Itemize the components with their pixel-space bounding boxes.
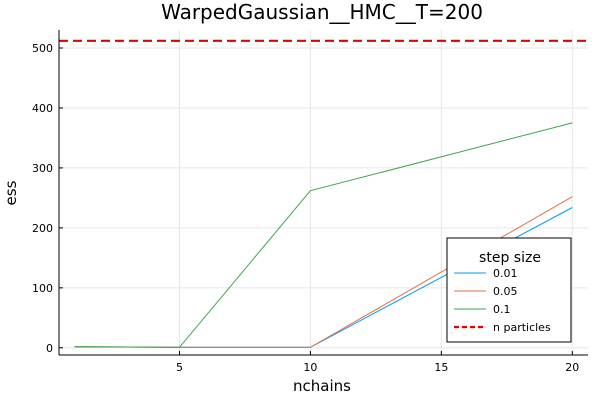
y-tick-label: 400 <box>32 102 53 115</box>
legend-box <box>446 237 572 343</box>
legend-title: step size <box>479 250 541 266</box>
x-tick-label: 10 <box>303 361 317 374</box>
x-axis-label: nchains <box>293 377 351 395</box>
y-axis-label: ess <box>2 180 20 205</box>
legend-entry: 0.1 <box>493 303 511 316</box>
chart-title: WarpedGaussian__HMC__T=200 <box>161 0 483 24</box>
series-line-0.1 <box>74 122 573 348</box>
x-tick-label: 5 <box>176 361 183 374</box>
y-tick-label: 300 <box>32 162 53 175</box>
legend-entry: 0.01 <box>493 267 518 280</box>
x-tick-label: 20 <box>565 361 579 374</box>
legend-entry: 0.05 <box>493 285 518 298</box>
plot-area <box>59 39 588 348</box>
legend-entry: n particles <box>493 321 551 334</box>
grid <box>59 30 588 355</box>
y-tick-label: 0 <box>46 342 53 355</box>
axes <box>58 30 588 356</box>
legend: step size 0.01 0.05 0.1 n particles <box>446 237 572 343</box>
y-tick-label: 100 <box>32 282 53 295</box>
y-tick-label: 200 <box>32 222 53 235</box>
x-tick-label: 15 <box>434 361 448 374</box>
y-tick-label: 500 <box>32 42 53 55</box>
